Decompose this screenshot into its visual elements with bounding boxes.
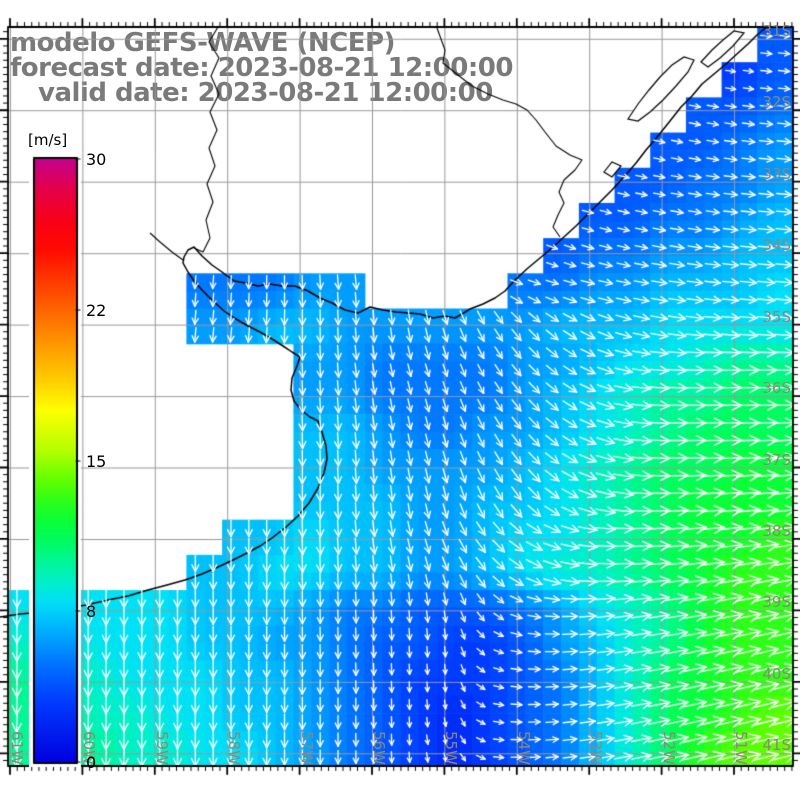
wave-model-plot: modelo GEFS-WAVE (NCEP) forecast date: 2… (0, 0, 800, 800)
map-canvas (0, 0, 800, 800)
